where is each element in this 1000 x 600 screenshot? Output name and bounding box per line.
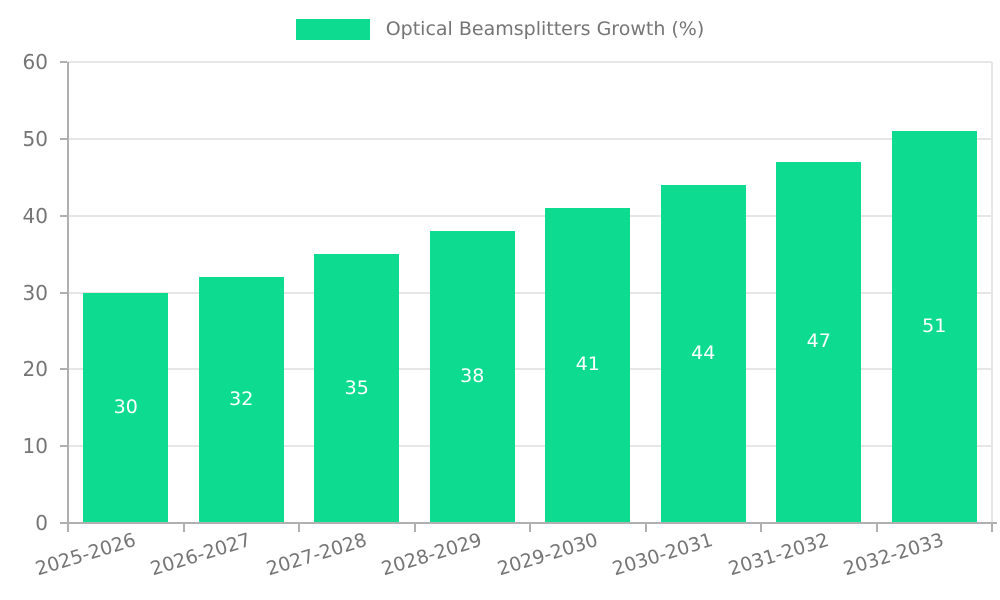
bar-value-label: 30 (113, 395, 138, 418)
bar-value-label: 38 (460, 365, 485, 388)
v-gridline (991, 62, 993, 523)
y-tick-mark (60, 368, 67, 371)
x-tick-mark (298, 524, 300, 532)
y-axis-line (67, 62, 69, 531)
x-tick-label: 2032-2033 (841, 529, 947, 581)
y-tick-mark (60, 522, 67, 524)
h-gridline (68, 61, 992, 63)
y-tick-label: 50 (22, 126, 48, 151)
x-tick-mark (760, 524, 762, 532)
x-axis-line (67, 522, 997, 524)
bar-value-label: 41 (575, 353, 600, 376)
bar: 30 (83, 292, 169, 523)
x-tick-mark (529, 524, 531, 532)
bar-value-label: 32 (229, 388, 254, 411)
bar: 41 (545, 207, 631, 523)
h-gridline (68, 137, 992, 140)
x-tick-label: 2030-2031 (610, 529, 716, 581)
bar-value-label: 35 (344, 376, 369, 399)
x-tick-label: 2025-2026 (32, 529, 139, 581)
x-tick-mark (991, 524, 993, 532)
y-tick-label: 30 (22, 280, 48, 305)
x-tick-label: 2028-2029 (379, 529, 485, 581)
bar-value-label: 44 (691, 341, 716, 364)
y-tick-mark (60, 61, 67, 63)
x-tick-label: 2029-2030 (494, 529, 601, 581)
x-tick-label: 2026-2027 (148, 529, 254, 581)
legend-swatch (295, 18, 370, 40)
y-tick-label: 60 (22, 50, 48, 74)
h-gridline (68, 291, 992, 294)
h-gridline (68, 368, 992, 371)
plot-area: 30 32 35 38 41 44 47 51 0 10 20 30 40 50 60 2025-2026… (23, 52, 997, 580)
bar: 35 (314, 254, 400, 523)
bar-value-label: 47 (806, 330, 831, 353)
x-tick-label: 2027-2028 (263, 529, 370, 581)
legend-label: Optical Beamsplitters Growth (%) (385, 18, 705, 40)
y-tick-mark (60, 445, 67, 448)
y-tick-label: 10 (22, 434, 48, 459)
y-tick-mark (60, 137, 67, 140)
x-tick-mark (67, 524, 69, 532)
h-gridline (68, 214, 992, 217)
x-tick-mark (875, 524, 878, 532)
y-tick-label: 40 (22, 203, 48, 228)
bar: 47 (776, 161, 862, 523)
bar: 44 (660, 184, 746, 523)
chart-legend: Optical Beamsplitters Growth (%) (0, 18, 1000, 40)
y-tick-mark (60, 291, 67, 294)
bar: 32 (198, 277, 284, 523)
y-tick-label: 0 (35, 511, 48, 535)
y-tick-label: 20 (22, 357, 48, 382)
bar: 51 (891, 131, 977, 523)
h-gridline (68, 445, 992, 448)
x-tick-mark (413, 524, 416, 532)
bar-value-label: 51 (922, 315, 947, 338)
x-tick-mark (644, 524, 647, 532)
bar: 38 (429, 231, 515, 523)
x-tick-mark (182, 524, 185, 532)
y-tick-mark (60, 214, 67, 217)
x-tick-label: 2031-2032 (725, 529, 832, 581)
